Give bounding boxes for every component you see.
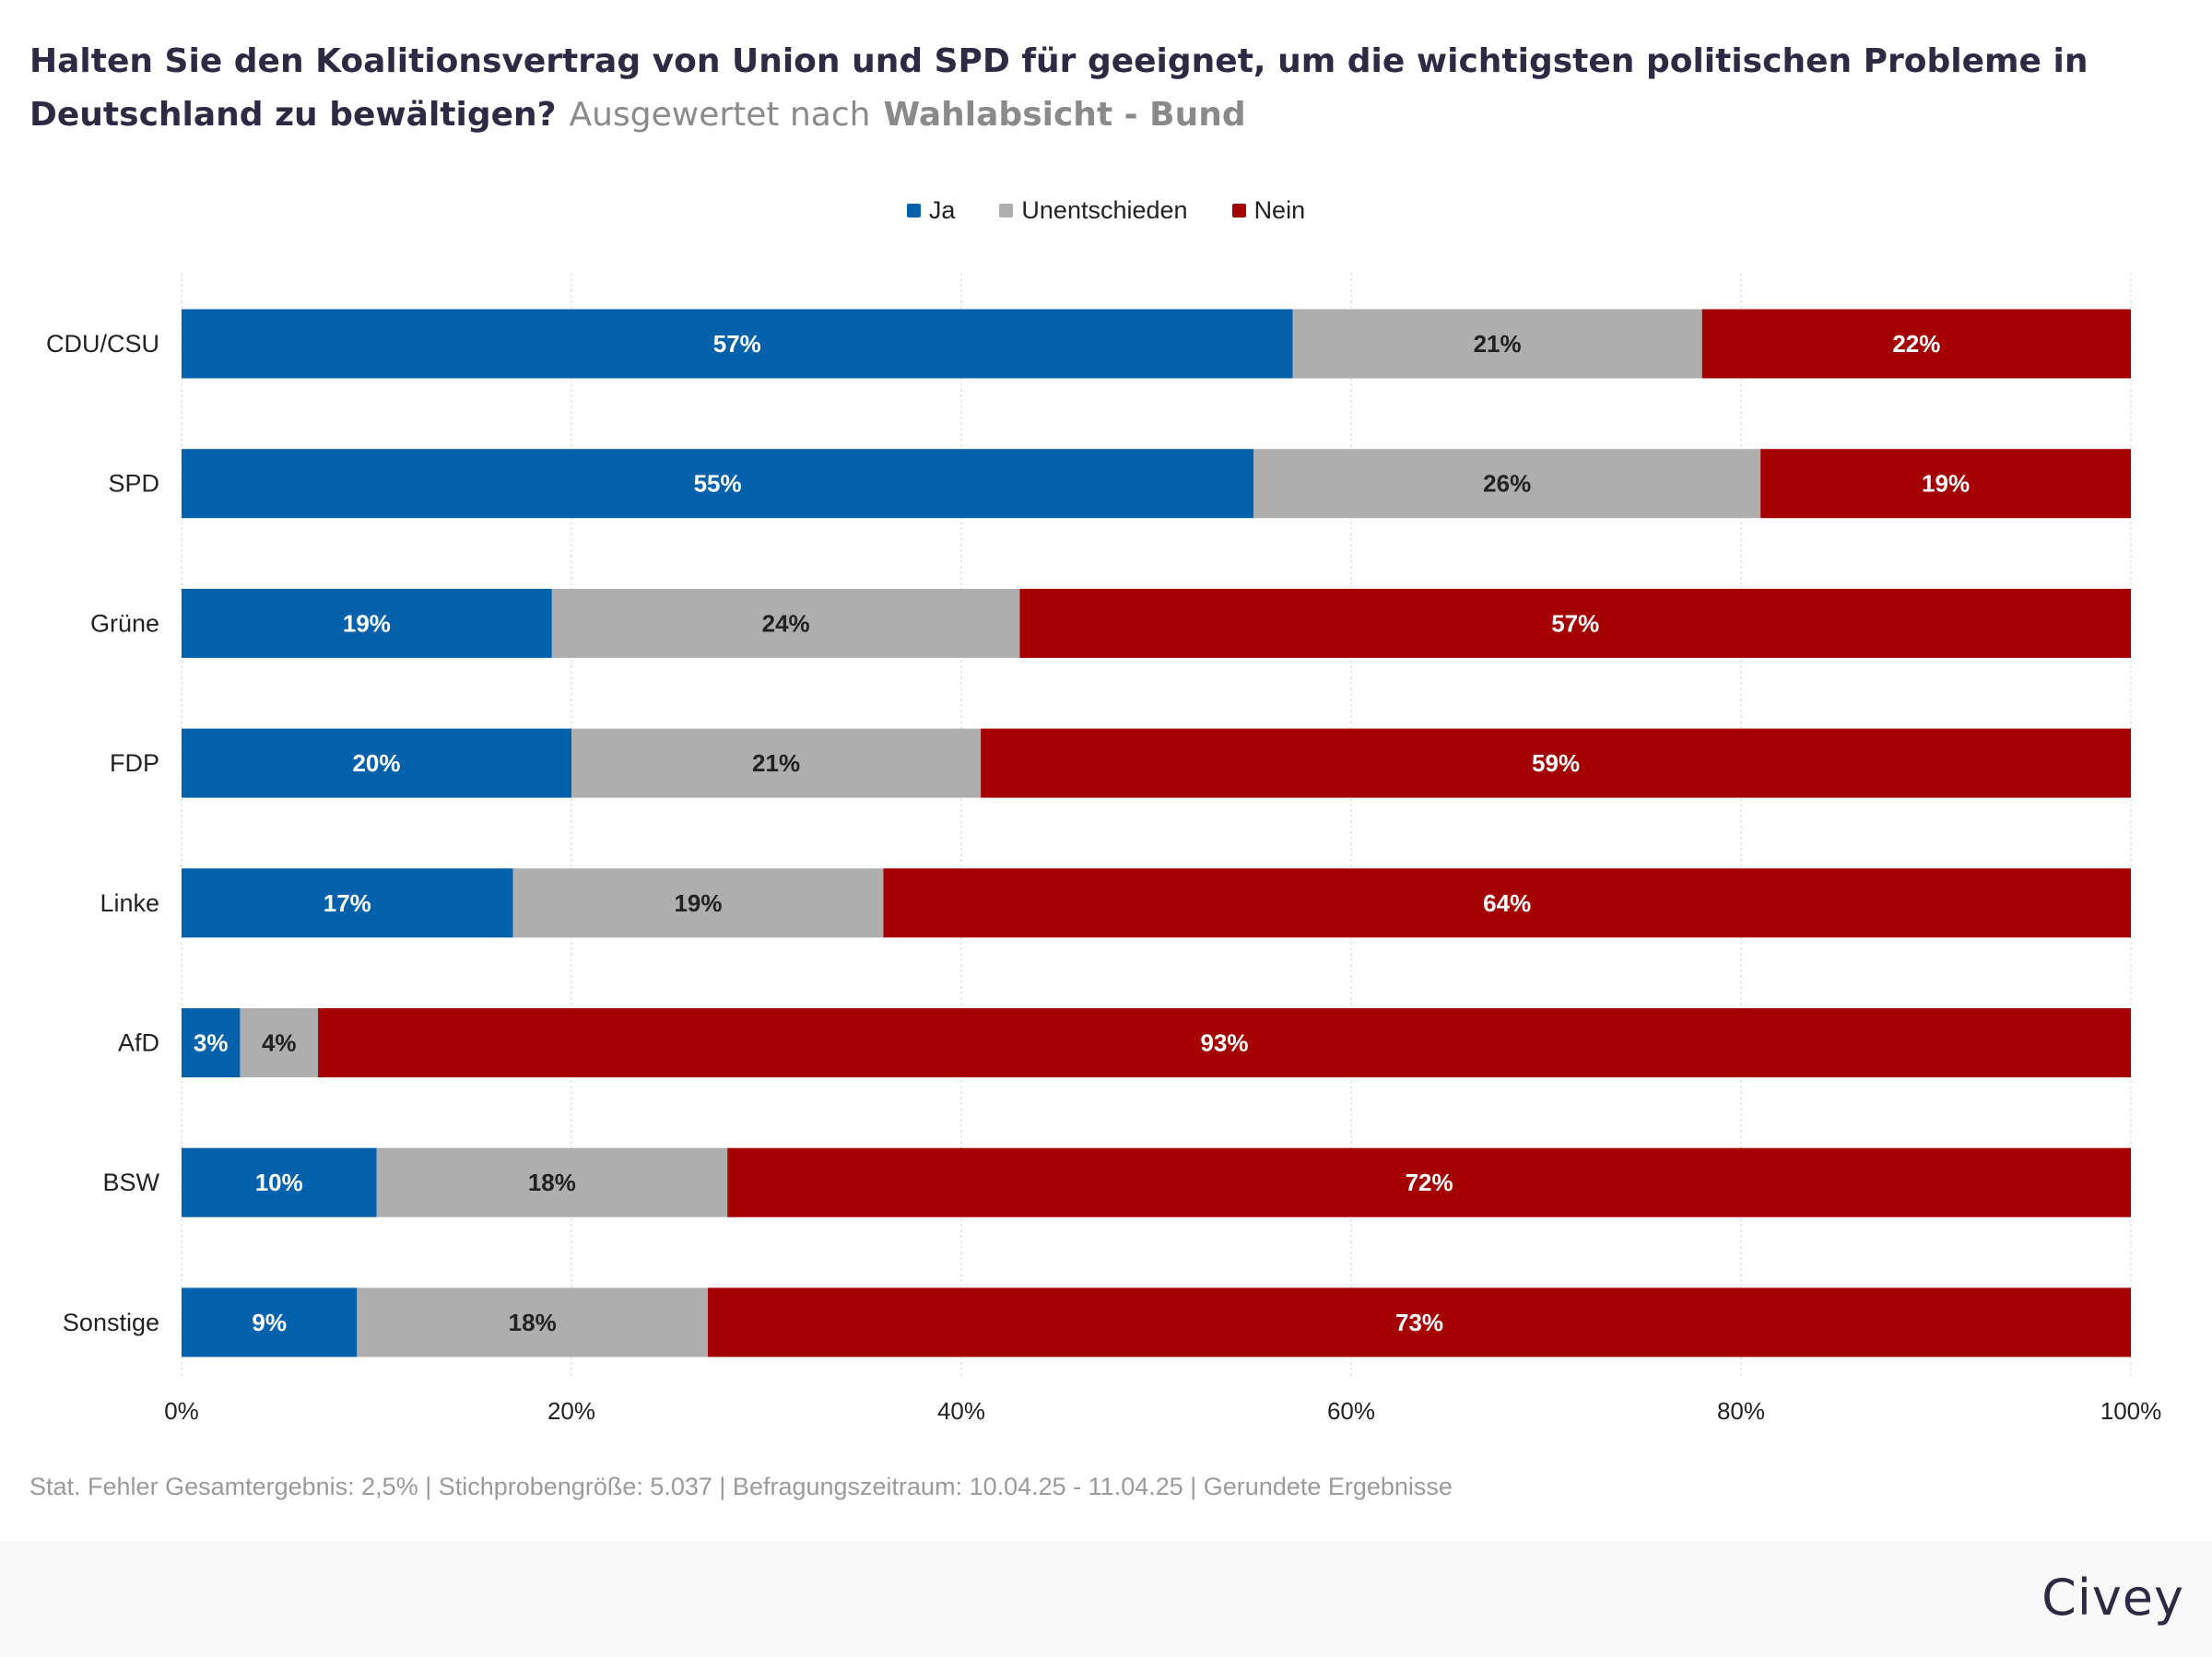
bar-segment (376, 1147, 728, 1217)
x-tick-label: 0% (164, 1397, 199, 1425)
bar-segment (240, 1008, 319, 1077)
bar-segment (182, 868, 513, 938)
legend-label: Unentschieden (1021, 195, 1188, 224)
data-label: 22% (1892, 330, 1940, 358)
data-label: 19% (1922, 470, 1970, 498)
data-label: 18% (528, 1169, 576, 1196)
x-tick-label: 60% (1327, 1397, 1375, 1425)
data-label: 26% (1483, 470, 1531, 498)
legend-swatch (1231, 203, 1246, 217)
data-label: 55% (694, 470, 742, 498)
bar-segment (182, 1008, 241, 1077)
data-label: 3% (194, 1029, 229, 1057)
data-label: 9% (252, 1309, 287, 1336)
category-label: AfD (118, 1029, 159, 1057)
data-label: 17% (324, 889, 371, 917)
legend-swatch (999, 203, 1014, 217)
data-label: 10% (255, 1169, 303, 1196)
bar-segment (182, 449, 1254, 519)
bar-segment (981, 728, 2131, 798)
category-label: CDU/CSU (46, 330, 159, 358)
data-label: 18% (509, 1309, 557, 1336)
brand-logo: Civey (2041, 1569, 2184, 1627)
bar-segment (182, 1147, 377, 1217)
data-label: 59% (1532, 749, 1580, 777)
chart-legend: Ja Unentschieden Nein (0, 192, 2212, 229)
category-label: BSW (102, 1169, 159, 1196)
bar-segment (1019, 588, 2131, 658)
legend-item: Nein (1231, 195, 1306, 225)
bar-segment (182, 588, 552, 658)
x-tick-label: 20% (547, 1397, 595, 1425)
x-tick-label: 40% (937, 1397, 985, 1425)
x-tick-label: 100% (2100, 1397, 2162, 1425)
title-evaluated-by: Ausgewertet nach (569, 96, 871, 134)
data-label: 72% (1406, 1169, 1453, 1196)
data-label: 21% (752, 749, 800, 777)
bar-segment (1760, 449, 2131, 519)
bar-segment (512, 868, 884, 938)
bar-segment (708, 1287, 2131, 1357)
data-label: 24% (762, 609, 810, 637)
bar-segment (182, 1287, 358, 1357)
data-label: 57% (713, 330, 761, 358)
legend-label: Nein (1253, 195, 1306, 224)
bar-segment (551, 588, 1020, 658)
bar-segment (727, 1147, 2132, 1217)
legend-swatch (906, 203, 921, 217)
title-group: Wahlabsicht - Bund (883, 96, 1246, 134)
bar-segment (357, 1287, 709, 1357)
bar-segment (182, 728, 571, 798)
title-question: Halten Sie den Koalitionsvertrag von Uni… (29, 42, 2088, 134)
category-label: Linke (100, 889, 159, 917)
footer-note: Stat. Fehler Gesamtergebnis: 2,5% | Stic… (29, 1473, 1453, 1500)
category-label: Grüne (90, 609, 159, 637)
data-label: 21% (1474, 330, 1522, 358)
bar-segment (883, 868, 2131, 938)
bar-segment (1701, 309, 2131, 379)
data-label: 64% (1483, 889, 1531, 917)
data-label: 4% (262, 1029, 297, 1057)
footer-bar: Civey (0, 1541, 2212, 1657)
category-label: Sonstige (63, 1309, 159, 1336)
data-label: 19% (674, 889, 722, 917)
legend-item: Unentschieden (999, 195, 1188, 225)
category-label: FDP (110, 749, 159, 777)
bar-segment (571, 728, 982, 798)
chart-title: Halten Sie den Koalitionsvertrag von Uni… (29, 35, 2186, 142)
bar-segment (182, 309, 1293, 379)
legend-label: Ja (928, 195, 956, 224)
x-tick-label: 80% (1717, 1397, 1765, 1425)
bar-segment (1292, 309, 1702, 379)
bar-segment (318, 1008, 2131, 1077)
category-label: SPD (108, 470, 159, 498)
data-label: 19% (343, 609, 391, 637)
data-label: 73% (1395, 1309, 1443, 1336)
data-label: 93% (1201, 1029, 1249, 1057)
stacked-bar-chart: 0% 20% 40% 60% 80% 100% CDU/CSU 57% 21% 22% SPD 55%… (46, 273, 2162, 1425)
bar-segment (1253, 449, 1761, 519)
data-label: 20% (352, 749, 400, 777)
data-label: 57% (1551, 609, 1599, 637)
legend-item: Ja (906, 195, 956, 225)
